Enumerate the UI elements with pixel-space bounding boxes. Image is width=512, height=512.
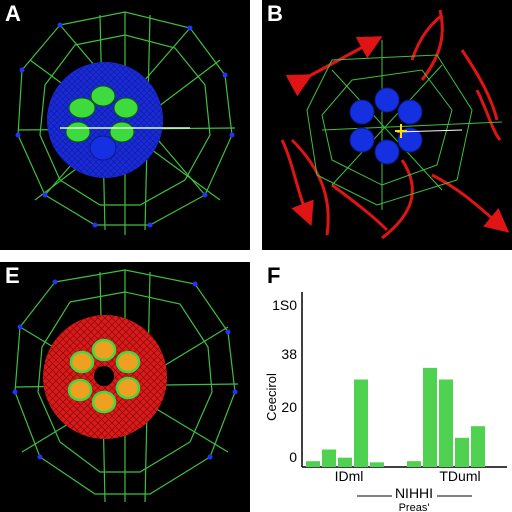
panel-b-label: B xyxy=(267,1,283,26)
bar-3 xyxy=(354,379,368,467)
panel-f-label: F xyxy=(267,263,281,288)
y-tick-label: 1S0 xyxy=(272,297,297,313)
panel-a-label: A xyxy=(5,1,21,26)
panel-e-image xyxy=(12,269,239,503)
bar-1 xyxy=(322,449,336,467)
bar-0 xyxy=(306,461,320,467)
red-arrows xyxy=(280,9,510,240)
bar-5 xyxy=(407,461,421,467)
chromosomes xyxy=(67,338,141,414)
spindle-network xyxy=(306,40,503,210)
bar-8 xyxy=(455,437,469,467)
node-markers xyxy=(15,22,235,228)
group-label-1: IDml xyxy=(335,468,364,484)
panel-f: 0 20 38 1S0 Ceecirol IDml TDuml NIHHI Preas… xyxy=(262,262,512,512)
y-tick-label: 38 xyxy=(281,346,297,362)
bar-7 xyxy=(439,379,453,467)
panel-e-label: E xyxy=(5,263,20,288)
bar-2 xyxy=(338,457,352,467)
nuclei xyxy=(349,87,423,165)
panel-b: B xyxy=(262,0,512,250)
bars xyxy=(306,367,485,467)
bar-9 xyxy=(471,426,485,467)
panel-a: A xyxy=(0,0,250,250)
group-label-2: TDuml xyxy=(439,468,480,484)
panel-e: E xyxy=(0,262,250,512)
y-ticks: 0 20 38 1S0 xyxy=(272,297,297,465)
chromosomes xyxy=(65,85,139,143)
y-tick-label: 20 xyxy=(281,399,297,415)
panel-b-image xyxy=(280,9,510,240)
panel-a-image xyxy=(15,11,236,235)
y-axis-label: Ceecirol xyxy=(264,373,279,421)
bar-4 xyxy=(370,462,384,467)
centre-marker xyxy=(395,124,407,138)
bar-chart: 0 20 38 1S0 Ceecirol IDml TDuml NIHHI Preas… xyxy=(264,292,507,512)
node-markers xyxy=(12,279,238,460)
x-axis-sublabel: Preas' xyxy=(399,502,430,512)
y-tick-label: 0 xyxy=(289,449,297,465)
x-axis-label: NIHHI xyxy=(395,485,433,501)
bar-6 xyxy=(423,367,437,467)
